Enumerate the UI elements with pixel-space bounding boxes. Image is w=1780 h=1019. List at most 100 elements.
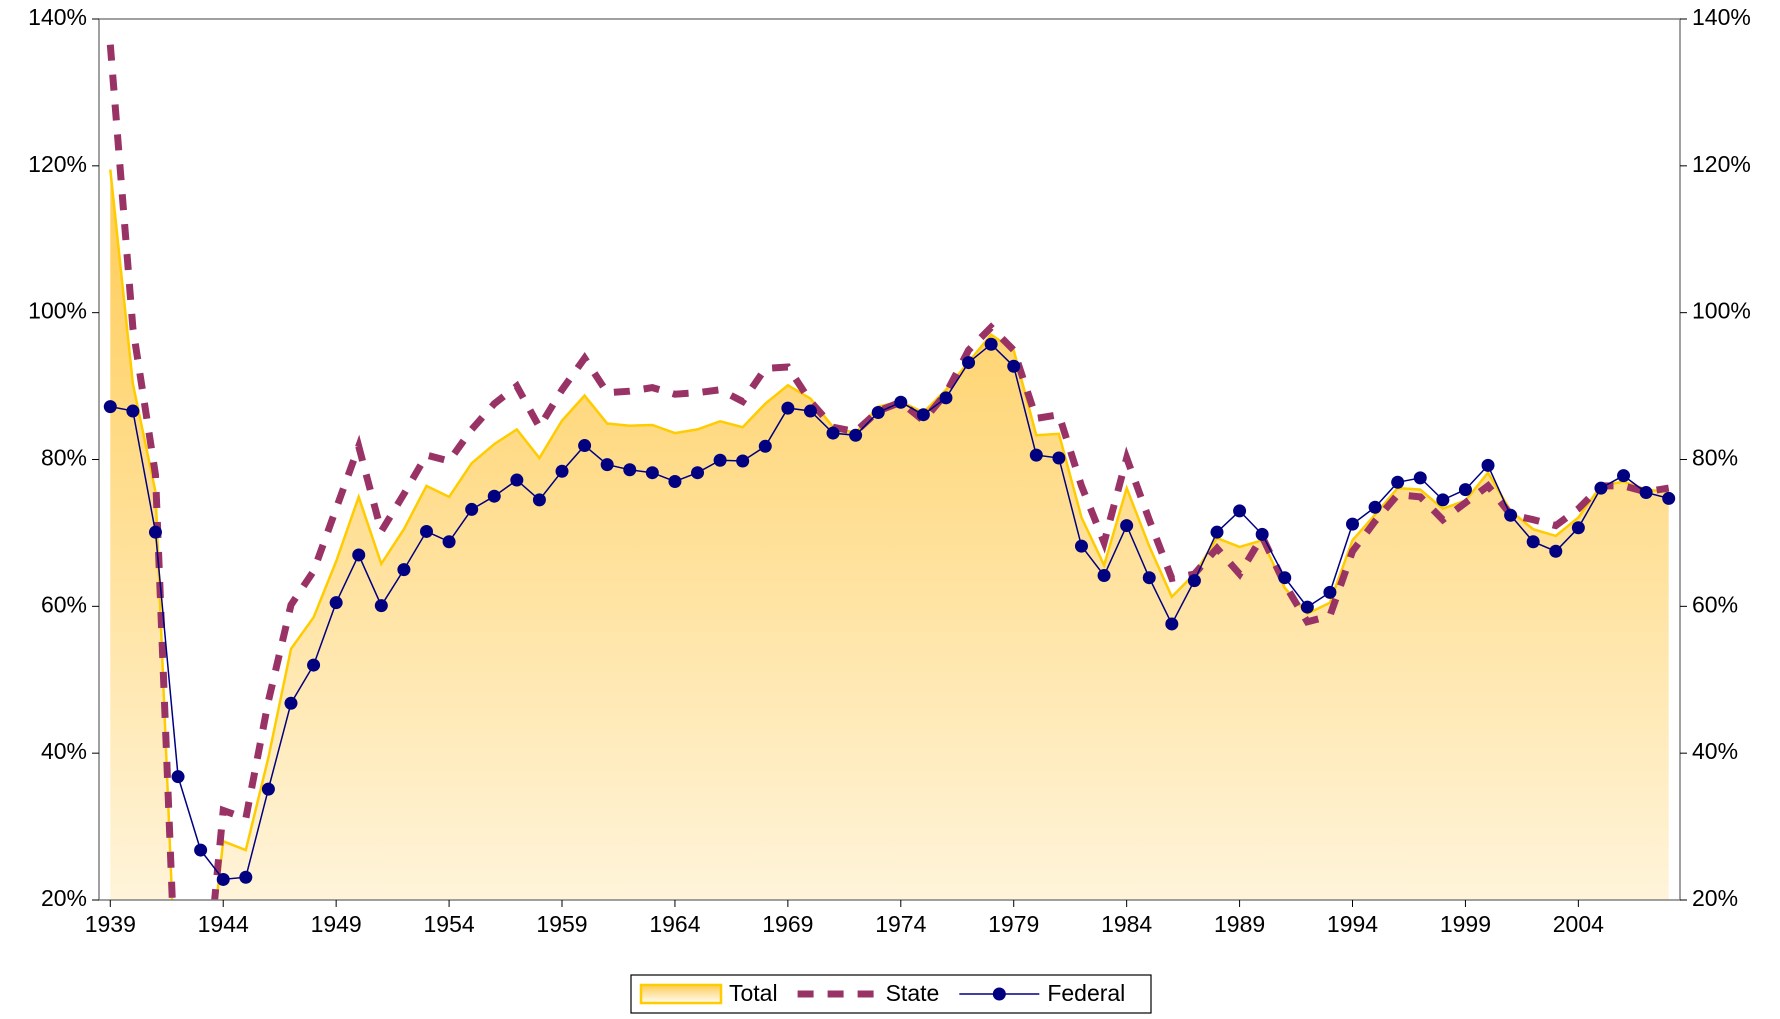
marker	[1278, 571, 1292, 585]
marker	[397, 563, 411, 577]
marker	[352, 548, 366, 562]
marker	[1120, 519, 1134, 533]
legend-marker	[992, 987, 1006, 1001]
legend-label: Total	[729, 980, 778, 1006]
marker	[194, 843, 208, 857]
marker	[916, 408, 930, 422]
y-tick-label: 140%	[28, 4, 87, 30]
y-tick-label: 100%	[28, 298, 87, 324]
marker	[600, 458, 614, 472]
marker	[1526, 535, 1540, 549]
marker	[1007, 359, 1021, 373]
y2-tick-label: 60%	[1692, 591, 1738, 617]
marker	[1210, 525, 1224, 539]
marker	[781, 401, 795, 415]
marker	[894, 395, 908, 409]
y-tick-label: 40%	[41, 738, 87, 764]
legend-swatch	[639, 983, 723, 1005]
marker	[239, 870, 253, 884]
marker	[962, 356, 976, 370]
y2-tick-label: 80%	[1692, 445, 1738, 471]
marker	[1323, 585, 1337, 599]
y2-tick-label: 100%	[1692, 298, 1751, 324]
x-tick-label: 1974	[875, 911, 926, 937]
marker	[623, 463, 637, 477]
marker	[1300, 600, 1314, 614]
x-tick-label: 2004	[1553, 911, 1604, 937]
marker	[849, 428, 863, 442]
marker	[1074, 539, 1088, 553]
x-tick-label: 1959	[536, 911, 587, 937]
marker	[1029, 448, 1043, 462]
marker	[691, 466, 705, 480]
y2-tick-label: 140%	[1692, 4, 1751, 30]
marker	[736, 454, 750, 468]
marker	[713, 453, 727, 467]
marker	[465, 502, 479, 516]
marker	[148, 525, 162, 539]
marker	[1052, 451, 1066, 465]
marker	[1165, 617, 1179, 631]
marker	[307, 658, 321, 672]
marker	[758, 439, 772, 453]
marker	[487, 489, 501, 503]
x-tick-label: 1994	[1327, 911, 1378, 937]
marker	[510, 473, 524, 487]
legend-label: Federal	[1047, 980, 1125, 1006]
marker	[1549, 544, 1563, 558]
y2-tick-label: 120%	[1692, 151, 1751, 177]
x-tick-label: 1964	[649, 911, 700, 937]
y-tick-label: 80%	[41, 445, 87, 471]
marker	[803, 404, 817, 418]
marker	[1255, 527, 1269, 541]
marker	[261, 782, 275, 796]
legend-label: State	[886, 980, 940, 1006]
y-tick-label: 20%	[41, 885, 87, 911]
x-tick-label: 1949	[311, 911, 362, 937]
marker	[1413, 471, 1427, 485]
marker	[826, 426, 840, 440]
legend: Total State Federal	[630, 974, 1152, 1014]
line	[110, 343, 1669, 881]
marker	[1368, 500, 1382, 514]
marker	[1571, 521, 1585, 535]
marker	[1391, 475, 1405, 489]
marker	[668, 475, 682, 489]
x-tick-label: 1944	[198, 911, 249, 937]
marker	[442, 535, 456, 549]
marker	[1187, 574, 1201, 588]
plot-area	[103, 44, 1676, 900]
marker	[1481, 458, 1495, 472]
x-tick-label: 1999	[1440, 911, 1491, 937]
marker	[284, 696, 298, 710]
y-tick-label: 120%	[28, 151, 87, 177]
marker	[1594, 481, 1608, 495]
marker	[1617, 469, 1631, 483]
marker	[1639, 486, 1653, 500]
marker	[216, 872, 230, 886]
marker	[1504, 508, 1518, 522]
x-tick-label: 1979	[988, 911, 1039, 937]
marker	[171, 770, 185, 784]
area-fill	[110, 169, 1669, 900]
x-tick-label: 1984	[1101, 911, 1152, 937]
y2-tick-label: 20%	[1692, 885, 1738, 911]
marker	[419, 524, 433, 538]
marker	[103, 400, 117, 414]
marker	[984, 337, 998, 351]
marker	[374, 599, 388, 613]
marker	[1097, 568, 1111, 582]
marker	[1458, 483, 1472, 497]
x-tick-label: 1954	[423, 911, 474, 937]
marker	[645, 466, 659, 480]
marker	[871, 406, 885, 420]
marker	[555, 464, 569, 478]
marker	[126, 404, 140, 418]
x-tick-label: 1989	[1214, 911, 1265, 937]
marker	[1142, 571, 1156, 585]
x-tick-label: 1969	[762, 911, 813, 937]
marker	[329, 596, 343, 610]
marker	[578, 439, 592, 453]
marker	[1346, 517, 1360, 531]
